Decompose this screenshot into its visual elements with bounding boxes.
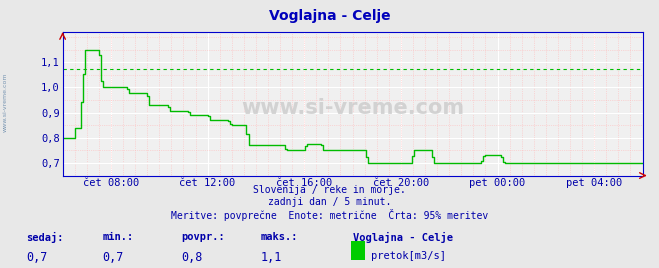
Text: Slovenija / reke in morje.: Slovenija / reke in morje.	[253, 185, 406, 195]
Text: sedaj:: sedaj:	[26, 232, 64, 243]
Text: 0,8: 0,8	[181, 251, 202, 264]
Text: Voglajna - Celje: Voglajna - Celje	[269, 9, 390, 23]
Text: pretok[m3/s]: pretok[m3/s]	[371, 251, 446, 260]
Text: www.si-vreme.com: www.si-vreme.com	[241, 98, 464, 118]
Text: 0,7: 0,7	[102, 251, 123, 264]
Text: povpr.:: povpr.:	[181, 232, 225, 242]
Text: min.:: min.:	[102, 232, 133, 242]
Text: maks.:: maks.:	[260, 232, 298, 242]
Text: zadnji dan / 5 minut.: zadnji dan / 5 minut.	[268, 197, 391, 207]
Text: Meritve: povprečne  Enote: metrične  Črta: 95% meritev: Meritve: povprečne Enote: metrične Črta:…	[171, 209, 488, 221]
Text: Voglajna - Celje: Voglajna - Celje	[353, 232, 453, 243]
Text: 1,1: 1,1	[260, 251, 281, 264]
Text: www.si-vreme.com: www.si-vreme.com	[3, 72, 8, 132]
Text: 0,7: 0,7	[26, 251, 47, 264]
